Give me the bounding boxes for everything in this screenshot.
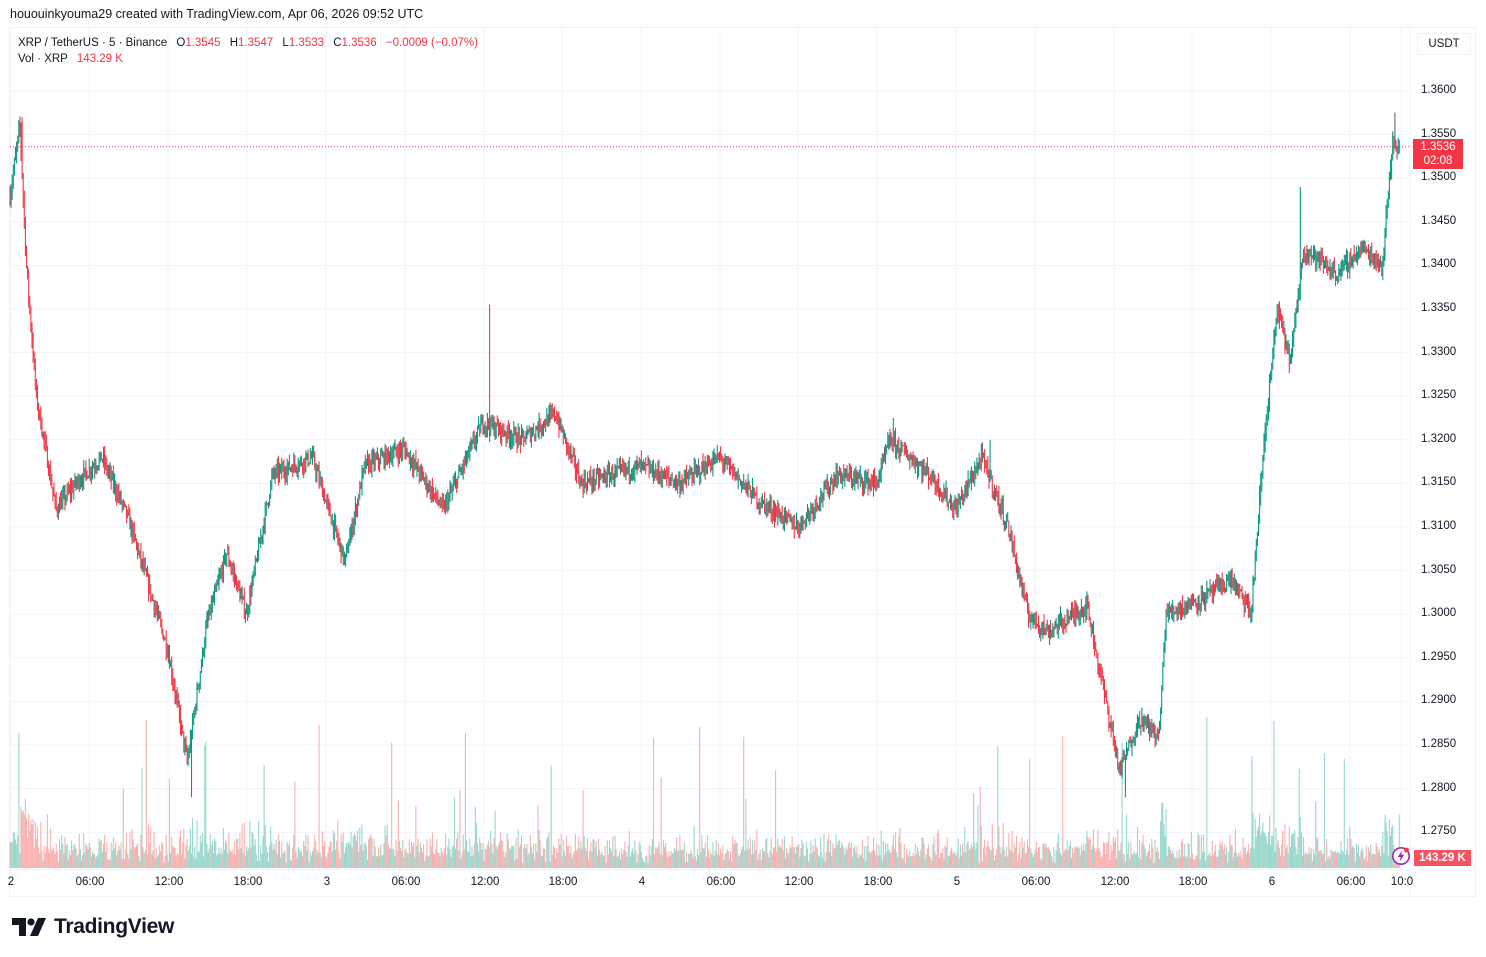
currency-button[interactable]: USDT [1417,33,1471,55]
price-tick: 1.3600 [1421,84,1457,96]
price-tick: 1.3350 [1421,302,1457,314]
logo-text: TradingView [54,915,175,938]
time-tick: 12:00 [154,876,184,888]
low-value: 1.3533 [288,37,324,49]
ohlc-row: XRP / TetherUS · 5 · Binance O1.3545 H1.… [18,35,478,51]
close-value: 1.3536 [341,37,377,49]
high-value: 1.3547 [238,37,274,49]
volume-value: 143.29 K [76,53,123,65]
price-tick: 1.3550 [1421,127,1457,140]
time-tick: 18:00 [1178,876,1208,888]
time-tick: 18:00 [548,876,578,888]
time-tick: 5 [953,876,961,888]
time-tick: 06:00 [1336,876,1366,888]
chart-legend: XRP / TetherUS · 5 · Binance O1.3545 H1.… [18,35,478,67]
bar-countdown: 02:08 [1423,155,1453,167]
price-tick: 1.3200 [1421,432,1457,445]
price-tick: 1.3150 [1421,476,1457,489]
open-value: 1.3545 [185,37,221,49]
time-tick: 10:0 [1390,876,1414,888]
change-value: −0.0009 (−0.07%) [385,37,478,49]
price-tick: 1.2750 [1421,825,1457,838]
time-tick: 4 [638,876,646,888]
price-tick: 1.2850 [1421,738,1457,750]
last-price-value: 1.3536 [1420,141,1456,153]
price-tick: 1.2800 [1421,781,1457,794]
time-tick: 12:00 [784,876,814,888]
symbol-title[interactable]: XRP / TetherUS · 5 · Binance [18,37,168,49]
volume-row: Vol · XRP 143.29 K [18,51,478,67]
price-tick: 1.3450 [1421,214,1457,227]
tradingview-logo[interactable]: TradingView [12,915,174,939]
close-label: C [333,37,342,49]
time-tick: 06:00 [1021,876,1051,888]
time-tick: 18:00 [863,876,893,888]
price-tick: 1.3100 [1421,520,1457,532]
price-tick: 1.3400 [1421,258,1457,271]
high-label: H [229,37,239,49]
time-tick: 3 [323,876,331,888]
time-tick: 12:00 [470,876,500,888]
time-tick: 12:00 [1100,876,1130,888]
time-tick: 18:00 [233,876,263,888]
chart-credit: hououinkyouma29 created with TradingView… [10,7,424,21]
time-tick: 06:00 [391,876,421,888]
price-tick: 1.2950 [1421,650,1457,663]
volume-label[interactable]: Vol · XRP [18,53,68,65]
time-tick: 06:00 [706,876,736,888]
time-tick: 6 [1268,876,1276,888]
tradingview-logo-icon [12,918,46,936]
price-tick: 1.3250 [1421,389,1457,402]
volume-tag: 143.29 K [1414,850,1471,866]
last-price-tag: 1.3536 02:08 [1413,139,1463,169]
price-tick: 1.3000 [1421,607,1457,620]
time-tick: 06:00 [75,876,105,888]
price-tick: 1.3050 [1421,563,1457,576]
time-tick: 2 [7,876,15,888]
price-tick: 1.2900 [1421,694,1457,707]
low-label: L [282,37,289,49]
price-tick: 1.3500 [1421,171,1457,184]
price-tick: 1.3300 [1421,345,1457,358]
open-label: O [176,37,186,49]
lightning-icon[interactable] [1391,846,1411,866]
